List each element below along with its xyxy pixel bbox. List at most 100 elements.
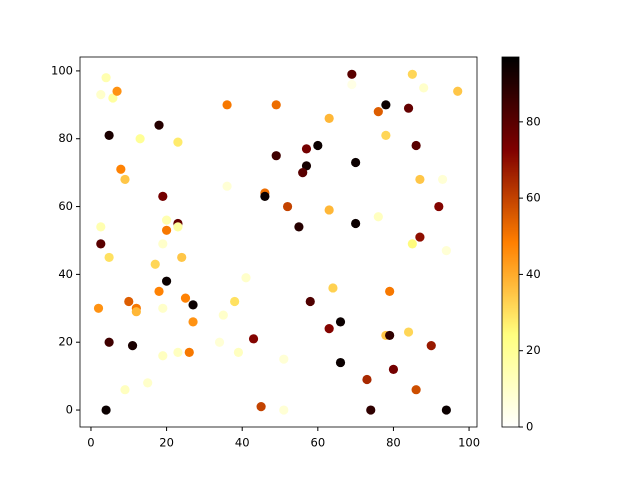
colorbar-step [502,201,519,204]
colorbar-step [502,323,519,326]
colorbar-step [502,101,519,104]
colorbar-step [502,381,519,384]
colorbar-step [502,81,519,84]
y-tick-label: 100 [51,63,73,77]
scatter-point [351,218,361,229]
colorbar-tick-label: 40 [526,267,541,281]
colorbar-step [502,277,519,280]
colorbar-step [502,165,519,168]
scatter-point [158,303,168,313]
y-tick-label: 20 [58,335,73,349]
scatter-point [120,385,130,395]
scatter-point [218,310,228,320]
scatter-point [403,327,414,337]
colorbar-step [502,375,519,378]
colorbar-step [502,139,519,142]
colorbar-step [502,159,519,162]
colorbar-step [502,325,519,328]
x-tick-label: 20 [159,436,174,450]
scatter-point [230,296,240,307]
colorbar-step [502,283,519,286]
colorbar-step [502,163,519,166]
colorbar-step [502,319,519,322]
colorbar-step [502,99,519,102]
colorbar-step [502,225,519,228]
colorbar-step [502,119,519,122]
colorbar-step [502,141,519,144]
x-tick-label: 60 [311,436,326,450]
colorbar-step [502,425,519,428]
scatter-point [441,405,451,415]
colorbar-step [502,67,519,70]
y-tick-label: 80 [58,131,73,145]
colorbar-step [502,185,519,188]
colorbar-step [502,423,519,426]
colorbar-step [502,267,519,270]
colorbar-step [502,383,519,386]
colorbar-step [502,115,519,118]
colorbar-step [502,257,519,260]
colorbar-step [502,131,519,134]
scatter-point [184,347,194,357]
colorbar-step [502,367,519,370]
colorbar-step [502,227,519,230]
scatter-point [271,100,281,110]
colorbar-step [502,355,519,358]
scatter-point [93,303,104,313]
colorbar-step [502,341,519,344]
scatter-point [241,273,251,283]
colorbar-step [502,351,519,354]
colorbar-step [502,255,519,258]
scatter-point [104,252,114,263]
scatter-point [388,364,399,374]
colorbar-step [502,363,519,366]
scatter-point [173,137,183,147]
colorbar-step [502,337,519,340]
colorbar-step [502,253,519,256]
colorbar-step [502,259,519,262]
colorbar-step [502,203,519,206]
scatter-point [256,402,266,412]
colorbar-step [502,395,519,398]
colorbar-step [502,393,519,396]
colorbar-step [502,173,519,176]
colorbar-step [502,335,519,338]
scatter-point [143,378,153,388]
colorbar-step [502,181,519,184]
plot-frame [79,56,478,428]
colorbar-step [502,133,519,136]
colorbar-step [502,135,519,138]
colorbar-step [502,91,519,94]
colorbar-step [502,157,519,160]
colorbar-step [502,285,519,288]
colorbar-step [502,161,519,164]
scatter-point [124,296,134,307]
scatter-point [158,191,168,201]
colorbar-step [502,413,519,416]
colorbar-step [502,63,519,66]
scatter-point [135,134,145,144]
colorbar-step [502,349,519,352]
scatter-point [248,334,259,344]
scatter-point [419,83,429,93]
colorbar-step [502,357,519,360]
scatter-point [104,337,114,347]
colorbar-step [502,365,519,368]
colorbar-step [502,171,519,174]
scatter-point [116,164,126,174]
scatter-point [279,354,289,364]
colorbar-step [502,403,519,406]
colorbar-step [502,409,519,412]
colorbar-step [502,369,519,372]
scatter-point [271,151,281,161]
colorbar-tick-label: 20 [526,343,541,357]
scatter-point [173,222,183,232]
colorbar-step [502,187,519,190]
colorbar-tick-label: 80 [526,114,541,128]
colorbar-step [502,327,519,330]
colorbar-step [502,389,519,392]
scatter-point [180,293,191,303]
colorbar-step [502,59,519,62]
colorbar-step [502,371,519,374]
colorbar-step [502,229,519,232]
